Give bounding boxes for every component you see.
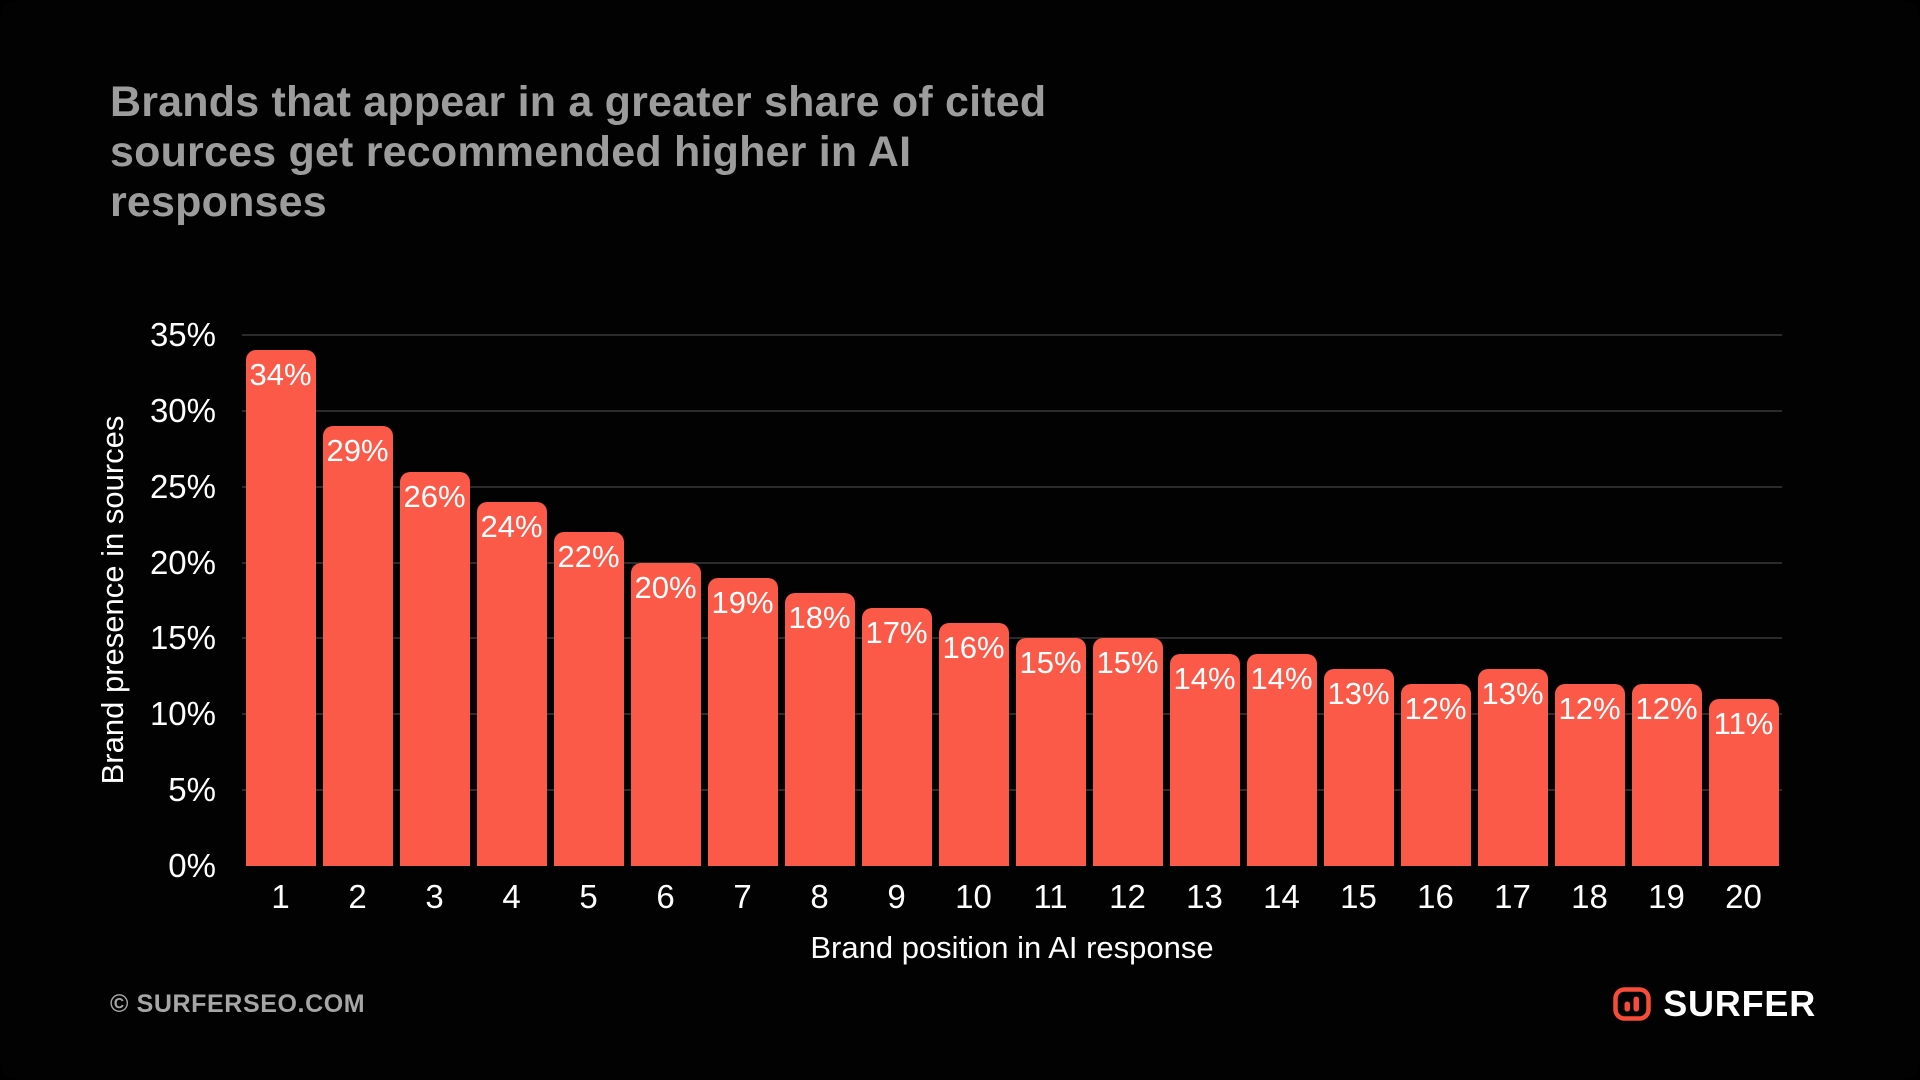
bar: 15% <box>1092 638 1163 866</box>
x-tick-label: 8 <box>810 878 829 915</box>
bar-value-label: 12% <box>1404 691 1467 726</box>
x-tick-label: 20 <box>1725 878 1762 915</box>
x-tick-label: 15 <box>1340 878 1377 915</box>
bar: 20% <box>630 563 701 866</box>
bar: 13% <box>1477 669 1548 866</box>
y-axis-title: Brand presence in sources <box>95 415 130 785</box>
x-tick-label: 1 <box>271 878 290 915</box>
y-tick-label: 20% <box>149 543 216 581</box>
bar-value-label: 24% <box>480 509 543 544</box>
x-tick-label: 14 <box>1263 878 1300 915</box>
plot-area: 34% 29% 26% 24% 22% 20% 19% 18% 17% 16% 15% 15% 14% 1… <box>242 334 1782 866</box>
bar: 14% <box>1169 654 1240 866</box>
bar-value-label: 26% <box>403 479 466 514</box>
y-tick-label: 25% <box>149 467 216 505</box>
bar-value-label: 14% <box>1173 661 1236 696</box>
bar-value-label: 12% <box>1558 691 1621 726</box>
bar-value-label: 20% <box>634 570 697 605</box>
bar-value-label: 16% <box>942 630 1005 665</box>
x-tick-label: 18 <box>1571 878 1608 915</box>
bar-value-label: 19% <box>711 585 774 620</box>
x-tick-label: 17 <box>1494 878 1531 915</box>
bar: 19% <box>707 578 778 866</box>
bar-value-label: 29% <box>326 433 389 468</box>
bar-value-label: 11% <box>1713 706 1774 741</box>
gridline <box>242 409 1782 412</box>
copyright-text: © SURFERSEO.COM <box>110 990 366 1018</box>
surfer-logo-text: SURFER <box>1663 983 1816 1024</box>
y-tick-label: 15% <box>149 619 216 657</box>
bar-value-label: 22% <box>557 539 620 574</box>
y-tick-label: 35% <box>149 316 216 353</box>
x-tick-label: 12 <box>1109 878 1146 915</box>
bar-value-label: 12% <box>1635 691 1698 726</box>
x-axis-title: Brand position in AI response <box>810 930 1214 965</box>
bar-value-label: 13% <box>1327 676 1390 711</box>
bar: 34% <box>245 350 316 866</box>
x-tick-label: 16 <box>1417 878 1454 915</box>
x-tick-label: 2 <box>348 878 367 915</box>
bar-value-label: 17% <box>865 615 928 650</box>
bar: 24% <box>476 502 547 866</box>
bar: 18% <box>784 593 855 866</box>
bar: 26% <box>399 472 470 866</box>
bar-value-label: 34% <box>249 357 312 392</box>
x-tick-label: 4 <box>502 878 521 915</box>
chart-title: Brands that appear in a greater share of… <box>110 78 1047 226</box>
x-tick-label: 9 <box>887 878 906 915</box>
bar: 13% <box>1323 669 1394 866</box>
bar: 29% <box>322 426 393 866</box>
x-tick-label: 11 <box>1033 878 1068 915</box>
bar: 12% <box>1400 684 1471 866</box>
x-tick-label: 3 <box>425 878 444 915</box>
x-tick-label: 19 <box>1648 878 1685 915</box>
gridline <box>242 334 1782 336</box>
bar: 15% <box>1015 638 1086 866</box>
gridline <box>242 561 1782 564</box>
x-tick-label: 10 <box>955 878 992 915</box>
bar: 16% <box>938 623 1009 866</box>
bar: 12% <box>1631 684 1702 866</box>
bar-value-label: 13% <box>1481 676 1544 711</box>
surfer-logo-icon <box>1613 987 1651 1021</box>
y-tick-label: 0% <box>168 847 216 884</box>
gridline <box>242 637 1782 640</box>
bar-value-label: 15% <box>1019 645 1082 680</box>
y-tick-label: 30% <box>149 391 216 429</box>
x-tick-label: 7 <box>733 878 752 915</box>
bar: 14% <box>1246 654 1317 866</box>
y-tick-label: 10% <box>149 695 216 733</box>
bar: 17% <box>861 608 932 866</box>
x-tick-label: 5 <box>579 878 598 915</box>
bar: 22% <box>553 532 624 866</box>
bar: 11% <box>1708 699 1779 866</box>
x-tick-label: 6 <box>656 878 675 915</box>
bar-value-label: 14% <box>1250 661 1313 696</box>
x-tick-label: 13 <box>1186 878 1223 915</box>
bar: 12% <box>1554 684 1625 866</box>
y-tick-label: 5% <box>168 771 216 809</box>
bar-value-label: 18% <box>788 600 851 635</box>
bar-value-label: 15% <box>1096 645 1159 680</box>
gridline <box>242 789 1782 792</box>
gridline <box>242 713 1782 716</box>
surfer-logo: SURFER <box>1613 983 1816 1025</box>
gridline <box>242 485 1782 488</box>
